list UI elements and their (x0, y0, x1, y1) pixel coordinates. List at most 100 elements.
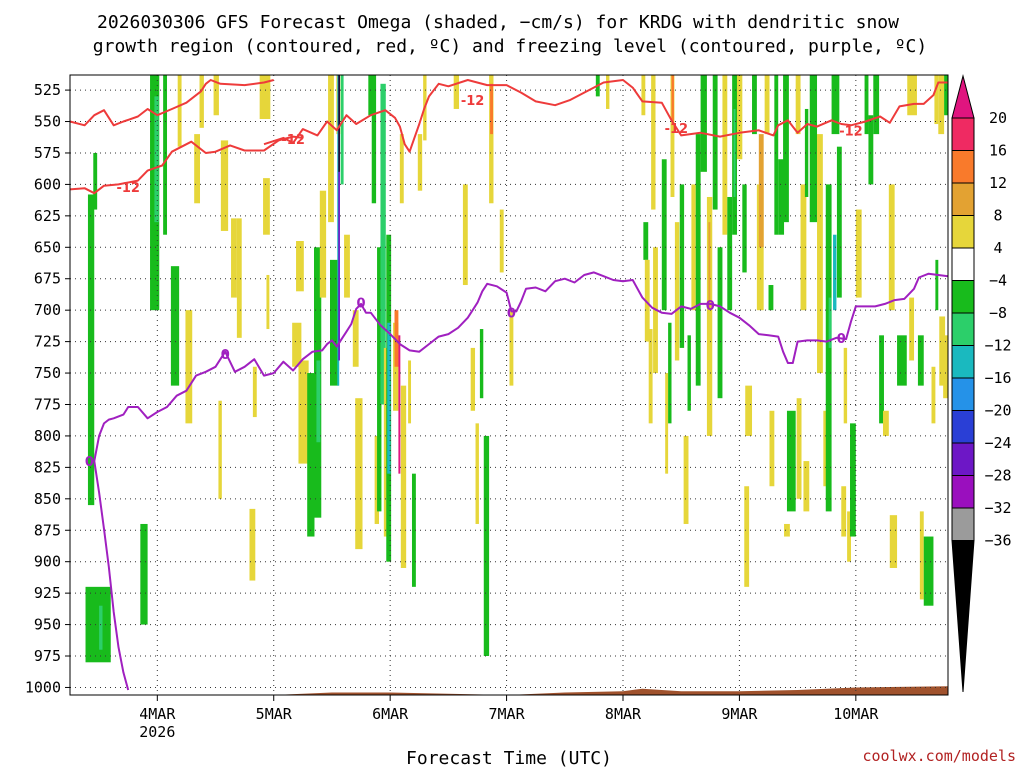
colorbar-bottom-arrow (951, 540, 975, 693)
dgz-contour-line (69, 135, 303, 195)
y-tick-label: 700 (34, 301, 61, 319)
omega-cell (199, 75, 204, 128)
omega-cell (712, 75, 718, 210)
omega-cell (252, 366, 257, 418)
dgz-contour-label: -12 (839, 124, 863, 139)
dgz-contour-label: -12 (461, 94, 485, 109)
omega-cell (479, 329, 484, 399)
omega-cell (263, 178, 270, 235)
omega-cell (774, 75, 779, 235)
omega-cell (897, 335, 907, 386)
freezing-level-label: 0 (837, 332, 846, 347)
omega-cell (939, 316, 946, 386)
omega-cell (804, 108, 809, 197)
omega-cell (768, 285, 774, 311)
omega-cell (670, 75, 675, 197)
omega-cell (387, 322, 391, 474)
omega-cell (778, 159, 785, 235)
omega-cell (220, 140, 229, 231)
omega-cell (934, 75, 939, 125)
omega-cell (400, 385, 407, 568)
omega-cell (917, 335, 924, 386)
colorbar-swatch (951, 247, 975, 281)
ground-surface (70, 686, 948, 695)
omega-cell (411, 473, 416, 587)
omega-cell (340, 75, 344, 185)
omega-cell (296, 241, 304, 292)
colorbar: 20 16 12 8 4 −4 −8 −12 −16 −20 −24 −28 −32 −36 (951, 74, 1012, 693)
dgz-contour-label: -12 (116, 181, 140, 196)
x-tick-label: 7MAR (489, 705, 526, 723)
omega-cell (298, 360, 309, 464)
omega-cell (93, 152, 98, 210)
omega-cell (163, 75, 168, 235)
freezing-level-layer: 0 0 0 0 0 0 (85, 271, 949, 691)
chart-title-line-2: growth region (contoured, red, ºC) and f… (93, 36, 927, 57)
omega-cell (923, 536, 934, 606)
omega-cell (408, 360, 412, 424)
omega-cell (695, 134, 701, 386)
omega-cell (328, 75, 334, 223)
omega-cell (847, 511, 851, 562)
y-tick-label: 625 (34, 207, 61, 225)
omega-cell (249, 508, 256, 581)
omega-cell (831, 75, 840, 135)
y-tick-label: 525 (34, 81, 61, 99)
y-tick-label: 650 (34, 238, 61, 256)
colorbar-label: −12 (984, 337, 1011, 355)
x-tick-label: 10MAR (833, 705, 879, 723)
omega-cell (817, 134, 823, 374)
colorbar-label: −20 (984, 402, 1011, 420)
freezing-level-label: 0 (221, 348, 230, 363)
omega-cell (736, 75, 743, 160)
colorbar-label: −16 (984, 369, 1011, 387)
omega-cell (855, 209, 862, 298)
omega-cell (907, 75, 917, 116)
colorbar-swatch (951, 377, 975, 411)
omega-cell (796, 398, 802, 499)
y-tick-label: 725 (34, 333, 61, 351)
omega-cell (213, 75, 219, 116)
x-tick-label: 8MAR (605, 705, 642, 723)
omega-cell (850, 423, 856, 537)
omega-cell (944, 75, 948, 116)
omega-cell (292, 322, 302, 367)
y-tick-label: 900 (34, 553, 61, 571)
omega-cell (758, 134, 764, 248)
omega-cell (745, 385, 753, 436)
x-tick-label: 6MAR (372, 705, 409, 723)
omega-cell (319, 190, 327, 298)
omega-cell (687, 335, 691, 411)
colorbar-swatch (951, 442, 975, 476)
freezing-level-label: 0 (85, 455, 94, 470)
omega-cell (727, 196, 733, 311)
dgz-contour-label: -12 (281, 133, 305, 148)
omega-cell (683, 435, 689, 524)
y-tick-label: 975 (34, 647, 61, 665)
omega-cell (355, 398, 363, 550)
omega-cell (499, 209, 504, 273)
omega-cell (717, 247, 723, 399)
omega-cell (399, 134, 404, 204)
y-tick-label: 600 (34, 175, 61, 193)
omega-cell (194, 134, 201, 204)
omega-cell (825, 184, 832, 512)
omega-cell (882, 410, 889, 436)
freezing-level-line (93, 271, 949, 691)
omega-cell (786, 410, 796, 512)
omega-cell (368, 75, 373, 116)
omega-cell (800, 184, 807, 311)
omega-cell (809, 75, 818, 223)
omega-cell (154, 96, 159, 223)
y-tick-label: 550 (34, 113, 61, 131)
colorbar-swatch (951, 312, 975, 346)
colorbar-label: 16 (989, 142, 1007, 160)
colorbar-label: −4 (989, 272, 1007, 290)
omega-cell (935, 259, 939, 311)
omega-cell (873, 75, 880, 135)
omega-cell (383, 347, 388, 537)
y-tick-label: 875 (34, 521, 61, 539)
colorbar-swatch (951, 150, 975, 184)
